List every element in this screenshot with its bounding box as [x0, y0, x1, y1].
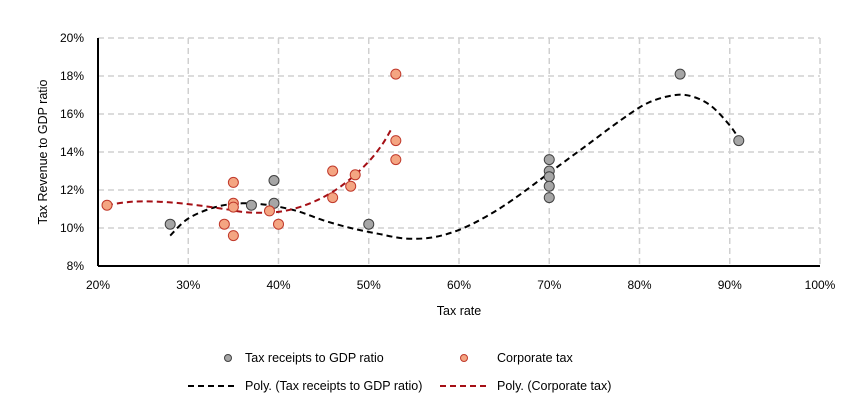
- x-tick-labels: 20% 30% 40% 50% 60% 70% 80% 90% 100%: [86, 278, 836, 292]
- legend-label-tax-receipts: Tax receipts to GDP ratio: [245, 351, 384, 365]
- data-point-series-1: [390, 154, 402, 166]
- y-tick-label: 16%: [60, 107, 84, 121]
- data-point-series-0: [245, 199, 257, 211]
- data-point-series-1: [349, 169, 361, 181]
- y-tick-label: 14%: [60, 145, 84, 159]
- data-point-series-1: [218, 218, 230, 230]
- x-tick-label: 20%: [86, 278, 110, 292]
- gridlines: [98, 37, 821, 266]
- trendline-series-2: [169, 93, 740, 240]
- data-point-series-1: [227, 176, 239, 188]
- data-point-series-1: [327, 165, 339, 177]
- data-point-series-0: [268, 175, 280, 186]
- data-point-series-0: [733, 135, 745, 147]
- legend-marker-tax-receipts: [224, 354, 232, 362]
- x-tick-label: 100%: [805, 278, 836, 292]
- data-point-series-0: [164, 218, 176, 230]
- legend-marker-corporate-tax: [460, 354, 468, 362]
- legend-label-corporate-tax: Corporate tax: [497, 351, 573, 365]
- data-point-series-0: [543, 180, 555, 192]
- x-tick-label: 60%: [447, 278, 471, 292]
- x-tick-label: 50%: [357, 278, 381, 292]
- x-axis-label: Tax rate: [437, 304, 482, 318]
- x-tick-label: 80%: [627, 278, 651, 292]
- data-point-series-0: [363, 218, 375, 230]
- data-point-series-1: [390, 68, 402, 80]
- axes: [97, 38, 820, 267]
- data-point-series-0: [543, 171, 555, 183]
- legend-label-poly-tax-receipts: Poly. (Tax receipts to GDP ratio): [245, 379, 422, 393]
- data-point-series-1: [263, 205, 275, 217]
- y-tick-label: 18%: [60, 69, 84, 83]
- data-point-series-1: [390, 135, 402, 147]
- y-tick-label: 10%: [60, 221, 84, 235]
- x-tick-label: 90%: [718, 278, 742, 292]
- data-point-series-0: [543, 154, 555, 166]
- y-tick-label: 8%: [67, 259, 85, 273]
- data-point-series-1: [345, 180, 357, 192]
- data-point-series-1: [227, 230, 239, 242]
- legend: Tax receipts to GDP ratio Corporate tax …: [188, 351, 611, 393]
- x-tick-label: 40%: [266, 278, 290, 292]
- data-point-series-1: [227, 201, 239, 213]
- y-axis-label: Tax Revenue to GDP ratio: [36, 79, 50, 224]
- x-tick-label: 70%: [537, 278, 561, 292]
- y-tick-label: 20%: [60, 31, 84, 45]
- legend-label-poly-corporate-tax: Poly. (Corporate tax): [497, 379, 611, 393]
- x-tick-label: 30%: [176, 278, 200, 292]
- data-point-series-1: [327, 192, 339, 204]
- data-points: [101, 68, 745, 242]
- data-point-series-1: [273, 218, 284, 230]
- data-point-series-0: [674, 68, 686, 80]
- data-point-series-1: [101, 199, 113, 211]
- data-point-series-0: [543, 192, 555, 204]
- y-tick-label: 12%: [60, 183, 84, 197]
- y-tick-labels: 8% 10% 12% 14% 16% 18% 20%: [60, 31, 84, 273]
- trendlines: [106, 93, 740, 240]
